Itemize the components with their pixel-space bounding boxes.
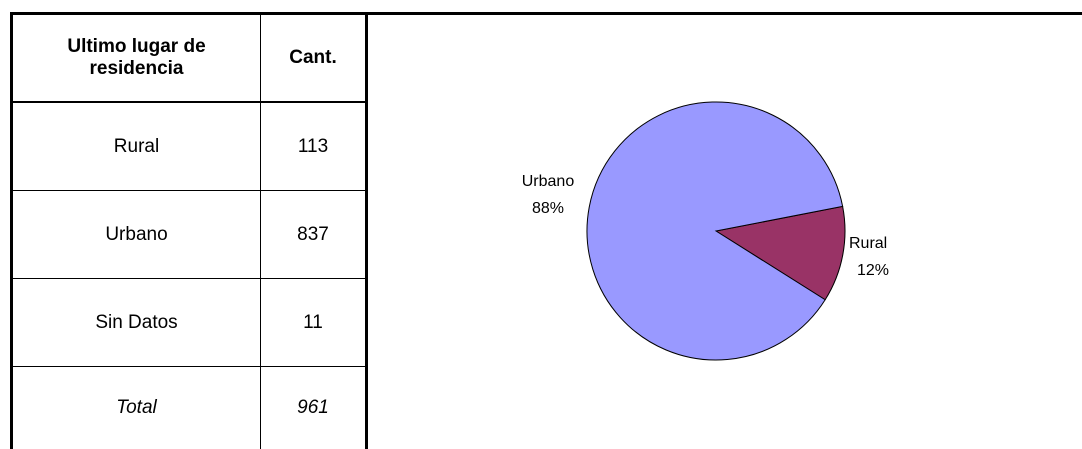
cell: Sin Datos (10, 278, 261, 367)
pie-slice (586, 101, 844, 361)
cell: Total (10, 366, 261, 449)
cell: 961 (260, 366, 368, 449)
header-cell: Cant. (260, 12, 368, 103)
header-text: Ultimo lugar de residencia (67, 36, 206, 79)
slice-label: Urbano (522, 173, 575, 190)
slice-label: Rural (849, 235, 887, 252)
header-row: Ultimo lugar de residencia Cant. (10, 12, 368, 103)
cell: 113 (260, 102, 368, 191)
row: Rural 113 (10, 102, 368, 191)
cell: Urbano (10, 190, 261, 279)
cell: 837 (260, 190, 368, 279)
slice-value-label: 12% (857, 262, 889, 279)
slice-value-label: 88% (532, 200, 564, 217)
row: Urbano 837 (10, 190, 368, 279)
cell: Rural (10, 102, 261, 191)
row: Sin Datos 11 (10, 278, 368, 367)
pie-slice (714, 205, 846, 301)
data-table: Ultimo lugar de residencia Cant. Rural 11… (10, 12, 368, 449)
header-cell: Ultimo lugar de residencia (10, 12, 261, 103)
total-row: Total 961 (10, 366, 368, 449)
top-border (10, 12, 1082, 15)
cell: 11 (260, 278, 368, 367)
